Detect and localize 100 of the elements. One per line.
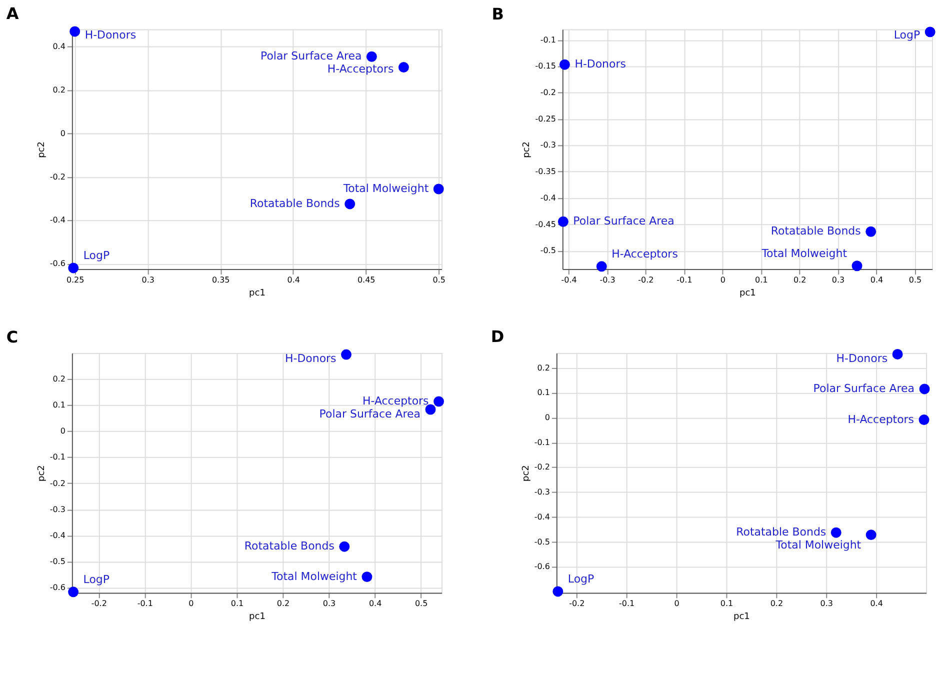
point — [924, 26, 936, 38]
point — [68, 586, 79, 598]
annotation: Polar Surface Area — [813, 382, 915, 395]
annotation: H-Acceptors — [848, 412, 914, 426]
x-tick-label: 0.25 — [66, 276, 84, 285]
y-tick-label: -0.4 — [50, 530, 66, 540]
x-tick-label: 0.3 — [322, 599, 336, 608]
point — [596, 261, 607, 272]
annotation: Total Molweight — [270, 570, 358, 583]
x-tick-label: 0.4 — [287, 276, 300, 285]
annotation: H-Acceptors — [327, 62, 394, 76]
annotation: LogP — [568, 572, 594, 586]
point — [339, 541, 350, 552]
y-tick-label: -0.3 — [534, 488, 550, 497]
point — [866, 226, 876, 237]
point — [552, 586, 564, 597]
point — [852, 260, 862, 272]
point — [866, 530, 876, 540]
annotation: Total Molweight — [342, 182, 430, 195]
point — [362, 572, 372, 582]
chart-title: C — [6, 327, 18, 346]
y-tick-label: -0.2 — [50, 172, 66, 182]
y-tick-label: -0.45 — [535, 220, 556, 229]
x-axis-title: pc1 — [249, 612, 266, 622]
annotation: LogP — [894, 28, 920, 42]
annotation: Rotatable Bonds — [244, 540, 335, 553]
annotation: H-Acceptors — [362, 394, 430, 408]
y-tick-label: 0.2 — [537, 363, 550, 372]
annotation: Rotatable Bonds — [736, 526, 826, 539]
y-tick-label: -0.35 — [535, 167, 556, 176]
y-tick-label: 0.2 — [52, 86, 66, 95]
x-tick-label: 0.3 — [820, 599, 833, 608]
y-tick-label: -0.5 — [50, 556, 66, 566]
point — [434, 396, 444, 407]
point — [68, 262, 79, 274]
x-tick-label: 0.3 — [142, 276, 154, 285]
y-tick-label: 0.4 — [52, 42, 66, 52]
point — [341, 349, 352, 360]
y-tick-label: -0.4 — [534, 512, 550, 522]
y-tick-label: -0.5 — [540, 246, 556, 256]
y-tick-label: -0.25 — [535, 114, 556, 124]
y-tick-label: -0.15 — [535, 62, 556, 71]
point — [919, 384, 930, 394]
point — [830, 527, 842, 538]
annotation: Polar Surface Area — [260, 50, 362, 63]
x-tick-label: 0.5 — [432, 276, 446, 285]
x-tick-label: 0.2 — [793, 276, 806, 285]
x-tick-label: -0.2 — [569, 599, 585, 608]
y-tick-label: -0.2 — [50, 478, 66, 488]
x-tick-label: 0.3 — [832, 276, 845, 285]
x-tick-label: 0.4 — [870, 276, 884, 285]
y-tick-label: -0.2 — [534, 462, 550, 472]
y-axis-title: pc2 — [522, 141, 532, 158]
annotation: LogP — [83, 248, 110, 262]
annotation: H-Donors — [836, 352, 888, 365]
y-tick-label: -0.1 — [534, 438, 550, 447]
annotation: LogP — [83, 572, 110, 586]
y-tick-label: -0.5 — [534, 537, 550, 546]
y-axis-title: pc2 — [36, 141, 47, 158]
annotation: Polar Surface Area — [573, 214, 674, 228]
annotation: Rotatable Bonds — [250, 196, 340, 210]
point — [559, 59, 570, 70]
point — [344, 198, 356, 210]
annotation: Polar Surface Area — [319, 407, 420, 420]
y-tick-label: -0.3 — [540, 140, 556, 150]
x-tick-label: 0.1 — [720, 599, 734, 608]
y-tick-label: -0.4 — [50, 216, 66, 225]
x-tick-label: 0.2 — [770, 599, 784, 608]
x-tick-label: 0 — [720, 276, 726, 285]
x-axis-title: pc1 — [734, 612, 750, 622]
y-tick-label: -0.6 — [534, 562, 550, 572]
annotation: H-Donors — [574, 58, 626, 71]
point — [892, 348, 903, 360]
x-tick-label: 0.2 — [276, 599, 290, 608]
x-tick-label: 0.5 — [414, 599, 428, 608]
y-tick-label: 0.1 — [537, 388, 550, 398]
x-tick-label: 0.4 — [870, 599, 883, 608]
x-tick-label: -0.4 — [561, 276, 577, 285]
y-axis-title: pc2 — [521, 465, 532, 482]
y-axis-title: pc2 — [36, 465, 47, 482]
annotation: H-Donors — [285, 352, 337, 365]
point — [70, 26, 80, 37]
y-tick-label: -0.2 — [540, 88, 556, 98]
x-tick-label: -0.1 — [137, 599, 153, 608]
chart-title: B — [492, 4, 504, 24]
x-tick-label: -0.2 — [638, 276, 654, 285]
annotation: Total Molweight — [760, 246, 848, 260]
point — [433, 184, 444, 194]
x-tick-label: 0.35 — [212, 276, 230, 285]
x-tick-label: 0.45 — [357, 276, 376, 285]
y-tick-label: 0 — [60, 128, 66, 138]
x-tick-label: 0.1 — [755, 276, 768, 285]
y-tick-label: -0.1 — [540, 35, 556, 44]
x-axis-title: pc1 — [740, 288, 756, 299]
y-tick-label: -0.4 — [540, 193, 556, 202]
x-tick-label: -0.1 — [676, 276, 692, 285]
y-tick-label: 0.2 — [52, 374, 66, 384]
point — [918, 414, 930, 426]
y-tick-label: -0.1 — [50, 452, 66, 462]
x-tick-label: 0 — [188, 599, 194, 608]
